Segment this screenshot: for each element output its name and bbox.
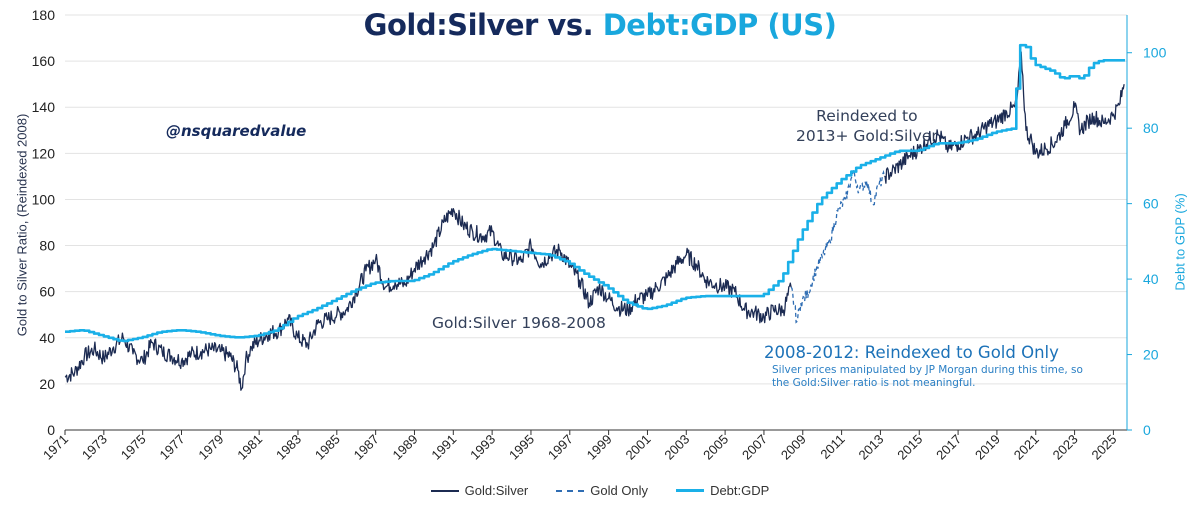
x-tick-label: 1997 <box>545 432 576 463</box>
y-left-tick-label: 120 <box>32 145 56 161</box>
x-tick-label: 1993 <box>467 432 498 463</box>
annotation-reindexed: Reindexed to 2013+ Gold:Silver <box>796 106 938 146</box>
chart-title: Gold:Silver vs. Debt:GDP (US) <box>0 8 1200 42</box>
legend-swatch-debt-gdp <box>676 489 705 492</box>
x-tick-label: 2005 <box>700 432 731 463</box>
legend: Gold:Silver Gold Only Debt:GDP <box>0 483 1200 498</box>
y-axis-left-label: Gold to Silver Ratio, (Reindexed 2008) <box>14 113 30 337</box>
legend-item-debt-gdp: Debt:GDP <box>676 483 769 498</box>
title-part-gold-silver: Gold:Silver <box>363 8 539 42</box>
series-line-gold-silver <box>64 208 792 391</box>
annotation-reindexed-line-1: Reindexed to <box>816 107 918 125</box>
axes <box>65 15 1128 431</box>
x-tick-label: 1971 <box>40 432 71 463</box>
legend-item-gold-only: Gold Only <box>556 483 648 498</box>
y-left-tick-label: 180 <box>32 7 56 23</box>
annotation-reindexed-line-2: 2013+ Gold:Silver <box>796 127 938 145</box>
x-tick-label: 2011 <box>817 432 847 462</box>
x-tick-label: 1991 <box>428 432 459 463</box>
annotation-gold-silver-period: Gold:Silver 1968-2008 <box>432 314 606 332</box>
y-left-tick-label: 0 <box>47 422 55 438</box>
annotation-gold-only-note: Silver prices manipulated by JP Morgan d… <box>764 364 1083 390</box>
legend-item-gold-silver: Gold:Silver <box>430 483 529 498</box>
watermark: @nsquaredvalue <box>166 122 307 140</box>
series-line-debt-gdp <box>65 43 1126 343</box>
series-line-gold-silver <box>884 51 1125 184</box>
x-tick-label: 1999 <box>584 432 615 463</box>
y-left-tick-label: 140 <box>32 99 56 115</box>
x-axis-ticks: 1971 1973 1975 1977 1979 1981 1983 1985 1987 1989… <box>40 430 1120 463</box>
x-tick-label: 2021 <box>1011 432 1042 463</box>
y-left-tick-label: 160 <box>32 53 56 69</box>
y-axis-right-label: Debt to GDP (%) <box>1172 193 1188 291</box>
y-right-tick-label: 80 <box>1143 120 1159 136</box>
y-left-tick-label: 20 <box>39 376 55 392</box>
legend-label-gold-only: Gold Only <box>590 483 649 498</box>
annotation-gold-only-note-line-2: the Gold:Silver ratio is not meaningful. <box>772 377 976 389</box>
y-left-tick-label: 40 <box>39 330 55 346</box>
y-right-tick-label: 20 <box>1143 347 1159 363</box>
x-tick-label: 1981 <box>234 432 265 463</box>
x-tick-label: 1973 <box>79 432 110 463</box>
x-tick-label: 2015 <box>894 432 925 463</box>
x-tick-label: 2013 <box>855 432 886 463</box>
legend-label-gold-silver: Gold:Silver <box>464 483 529 498</box>
y-right-tick-label: 0 <box>1143 422 1151 438</box>
x-tick-label: 2019 <box>972 432 1003 463</box>
x-tick-label: 1977 <box>157 432 188 463</box>
y-axis-left-ticks: 0 20 40 60 80 100 120 140 160 180 <box>32 7 56 438</box>
y-axis-right-ticks: 0 20 40 60 80 100 <box>1127 45 1167 438</box>
annotation-gold-only-note-line-1: Silver prices manipulated by JP Morgan d… <box>772 364 1083 376</box>
x-tick-label: 1983 <box>273 432 304 463</box>
x-tick-label: 2007 <box>739 432 770 463</box>
x-tick-label: 1995 <box>506 432 537 463</box>
x-tick-label: 2017 <box>933 432 964 463</box>
x-tick-label: 1979 <box>195 432 226 463</box>
x-tick-label: 2025 <box>1088 432 1119 463</box>
x-tick-label: 2001 <box>623 432 654 463</box>
title-part-vs: vs. <box>537 8 603 42</box>
y-right-tick-label: 100 <box>1143 45 1167 61</box>
x-tick-label: 2009 <box>778 432 809 463</box>
annotation-gold-only: 2008-2012: Reindexed to Gold Only Silver… <box>764 343 1083 390</box>
y-left-tick-label: 80 <box>39 238 55 254</box>
annotation-gold-only-head: 2008-2012: Reindexed to Gold Only <box>764 343 1059 362</box>
y-left-tick-label: 60 <box>39 284 55 300</box>
x-tick-label: 1989 <box>390 432 421 463</box>
y-left-tick-label: 100 <box>32 191 56 207</box>
x-tick-label: 1987 <box>351 432 382 463</box>
title-part-debt-gdp: Debt:GDP (US) <box>602 8 837 42</box>
series-lines <box>64 43 1126 391</box>
series-line-gold-only <box>790 167 885 324</box>
legend-label-debt-gdp: Debt:GDP <box>710 483 770 498</box>
x-tick-label: 1985 <box>312 432 343 463</box>
y-right-tick-label: 60 <box>1143 196 1159 212</box>
y-right-tick-label: 40 <box>1143 271 1159 287</box>
legend-swatch-gold-silver <box>430 489 459 492</box>
x-tick-label: 2023 <box>1050 432 1081 463</box>
x-tick-label: 2003 <box>661 432 692 463</box>
legend-swatch-gold-only <box>556 489 585 492</box>
x-tick-label: 1975 <box>118 432 149 463</box>
